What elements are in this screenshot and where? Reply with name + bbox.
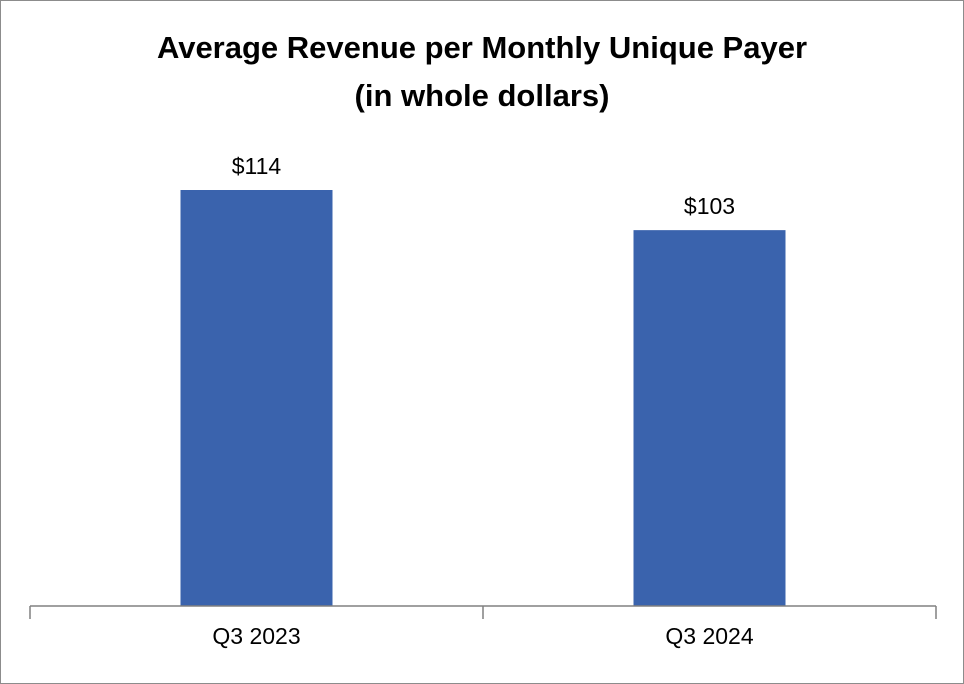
x-tick-label: Q3 2023 xyxy=(212,623,300,649)
data-label: $103 xyxy=(684,193,735,219)
chart-subtitle: (in whole dollars) xyxy=(354,78,610,113)
data-label: $114 xyxy=(232,153,282,179)
chart-title: Average Revenue per Monthly Unique Payer xyxy=(156,30,808,65)
bar-q3-2023 xyxy=(180,190,333,606)
x-tick-label: Q3 2024 xyxy=(665,623,753,649)
bar-q3-2024 xyxy=(633,230,786,606)
